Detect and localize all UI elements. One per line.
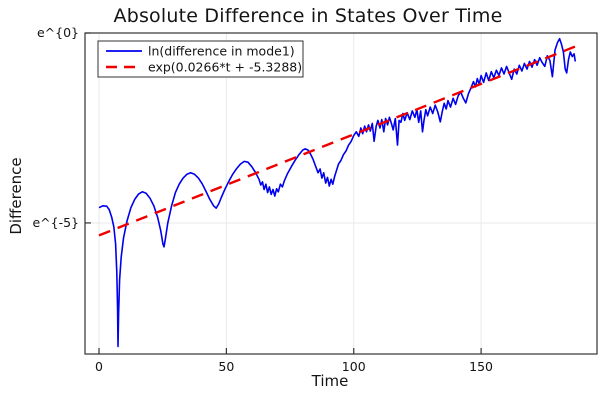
legend-label: ln(difference in mode1): [148, 44, 295, 59]
x-axis-label: Time: [311, 372, 349, 390]
legend-box: [97, 40, 304, 78]
legend-label: exp(0.0266*t + -5.3288): [148, 60, 302, 75]
y-tick-label: e^{0}: [37, 25, 79, 40]
series-line-data: [98, 37, 577, 348]
x-tick-label: 150: [469, 359, 493, 374]
chart-title: Absolute Difference in States Over Time: [113, 5, 503, 27]
x-tick-label: 50: [218, 359, 234, 374]
y-tick-label: e^{-5}: [32, 215, 79, 230]
plot-frame: [84, 32, 598, 355]
series-line-fit: [98, 45, 576, 237]
x-tick-label: 100: [342, 359, 366, 374]
x-tick-label: 0: [95, 359, 103, 374]
